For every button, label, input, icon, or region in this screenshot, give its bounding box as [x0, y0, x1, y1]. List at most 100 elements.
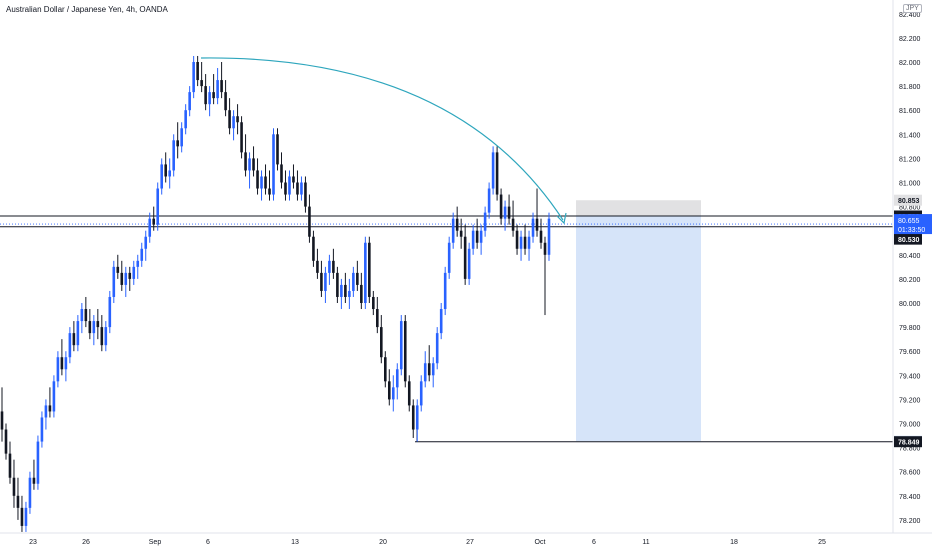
price-tick-label: 81.000 — [899, 181, 921, 188]
candle-body — [316, 260, 319, 273]
candle-body — [208, 92, 211, 105]
candle-body — [423, 363, 427, 382]
arrow-head — [556, 212, 567, 225]
price-tick-label: 80.200 — [899, 277, 921, 284]
price-tick-label: 78.400 — [899, 494, 921, 501]
candle-body — [340, 284, 343, 297]
candle-body — [507, 206, 511, 219]
candle-body — [312, 236, 315, 261]
candle-body — [475, 230, 479, 243]
chart-title: Australian Dollar / Japanese Yen, 4h, OA… — [6, 5, 168, 14]
price-tick-label: 82.400 — [899, 12, 921, 19]
price-tick-label: 80.000 — [899, 301, 921, 308]
current-price-text: 80.655 — [898, 218, 920, 225]
price-label-text: 80.530 — [898, 237, 920, 244]
candle-body — [252, 158, 255, 171]
current-price-bg — [894, 214, 932, 235]
candle-body — [84, 309, 88, 322]
currency-badge[interactable]: JPY — [903, 4, 922, 13]
curved-arrow-drawing[interactable] — [200, 57, 567, 225]
time-axis[interactable]: 23 26 Sep 6 13 20 27 Oct 6 11 18 25 — [0, 532, 932, 546]
candlestick-series — [0, 55, 551, 532]
candle-body — [12, 477, 16, 496]
candle-body — [0, 411, 4, 430]
time-tick-label: 23 — [29, 539, 37, 546]
candle-body — [148, 218, 152, 237]
candle-body — [192, 62, 195, 93]
current-price-badge: 80.655 01:33:50 — [894, 214, 932, 235]
candle-body — [364, 242, 367, 303]
candle-body — [260, 176, 263, 189]
candle-body — [232, 116, 235, 129]
candle-body — [4, 429, 8, 454]
candle-body — [292, 176, 295, 183]
price-tick-label: 80.400 — [899, 253, 921, 260]
candle-body — [136, 260, 140, 267]
position-tool[interactable] — [576, 200, 701, 442]
candle-body — [60, 357, 64, 370]
candle-body — [324, 272, 327, 291]
candle-body — [519, 236, 523, 249]
candle-body — [188, 92, 191, 111]
candle-body — [328, 260, 331, 273]
candle-body — [288, 176, 291, 195]
candle-body — [112, 266, 116, 297]
price-tick-label: 78.800 — [899, 446, 921, 453]
candle-body — [128, 272, 132, 279]
candle-body — [344, 284, 347, 297]
candle-body — [376, 309, 379, 328]
candle-body — [236, 116, 239, 123]
candle-body — [68, 333, 72, 358]
candle-body — [284, 182, 287, 195]
candle-body — [272, 134, 275, 195]
candle-body — [40, 417, 44, 442]
time-tick-label: 26 — [82, 539, 90, 546]
candle-body — [76, 321, 80, 346]
candle-body — [360, 284, 363, 303]
price-tick-label: 79.400 — [899, 373, 921, 380]
candle-body — [28, 477, 32, 508]
candle-body — [380, 327, 383, 358]
candle-body — [543, 242, 547, 255]
price-axis[interactable]: 78.200 78.400 78.600 78.800 79.000 79.200 79.4… — [892, 0, 921, 533]
stop-zone[interactable] — [576, 200, 701, 216]
candle-body — [320, 272, 323, 291]
candle-body — [184, 110, 187, 129]
price-labels: 80.85380.72280.63380.53078.85378.84980.6… — [894, 194, 932, 448]
candle-body — [383, 357, 387, 382]
candle-body — [92, 321, 96, 334]
candle-body — [336, 272, 339, 297]
candle-body — [36, 441, 40, 484]
candle-body — [447, 242, 451, 273]
candle-body — [152, 218, 156, 225]
candle-body — [479, 230, 483, 243]
price-tick-label: 78.600 — [899, 470, 921, 477]
candle-body — [511, 218, 515, 231]
candle-body — [268, 188, 271, 195]
candle-body — [116, 266, 120, 273]
candle-body — [144, 236, 148, 249]
candle-body — [220, 80, 223, 93]
candle-body — [395, 369, 399, 388]
price-tick-label: 79.600 — [899, 349, 921, 356]
price-tick-label: 79.200 — [899, 397, 921, 404]
time-tick-label: 20 — [379, 539, 387, 546]
curved-arrow-path[interactable] — [200, 57, 564, 221]
candle-body — [88, 321, 92, 334]
target-zone[interactable] — [576, 215, 701, 442]
candle-body — [491, 152, 495, 189]
candle-body — [304, 182, 307, 207]
candle-body — [52, 381, 56, 412]
price-tick-label: 78.200 — [899, 518, 921, 525]
candle-body — [372, 296, 375, 310]
candle-body — [176, 140, 179, 147]
candle-body — [403, 321, 407, 382]
countdown-text: 01:33:50 — [898, 227, 925, 234]
time-tick-label: Sep — [149, 539, 162, 546]
candle-body — [216, 80, 219, 99]
horizontal-levels[interactable] — [0, 215, 893, 443]
candle-body — [487, 188, 491, 213]
candle-body — [503, 206, 507, 219]
candle-body — [204, 86, 207, 105]
